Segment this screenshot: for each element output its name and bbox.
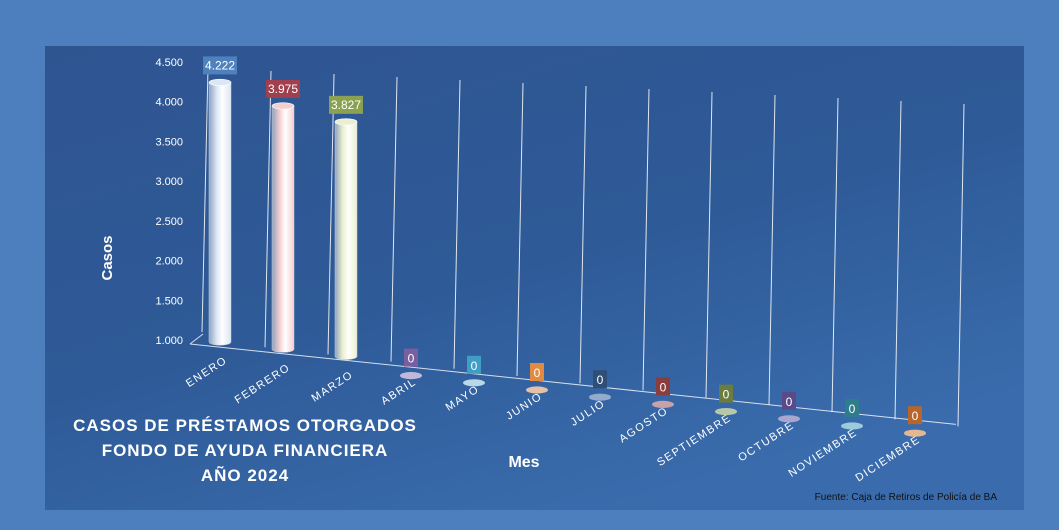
bar [526, 386, 548, 394]
bar [841, 422, 863, 430]
bar-layer [208, 78, 926, 437]
floor-line [189, 343, 957, 425]
data-label-text: 3.975 [268, 82, 298, 96]
y-tick-label: 3.000 [155, 176, 183, 188]
data-label-box [530, 363, 544, 381]
data-label-box [329, 95, 363, 114]
grid-line [390, 76, 398, 362]
data-label: 0 [593, 370, 607, 389]
data-label-box [656, 377, 670, 396]
y-tick-label: 1.500 [155, 295, 183, 307]
x-axis-title: Mes [508, 454, 539, 471]
floor-corner-line [189, 333, 204, 345]
data-label: 3.827 [329, 95, 363, 114]
data-label-text: 0 [597, 373, 604, 387]
bar-top [271, 102, 295, 110]
data-label-box [203, 56, 237, 75]
grid-line [894, 100, 902, 420]
grid-line [453, 79, 461, 369]
data-label-box [266, 79, 300, 98]
bar [904, 429, 926, 437]
data-label: 0 [719, 384, 733, 403]
data-label-box [782, 391, 796, 410]
data-label-text: 0 [471, 359, 478, 373]
data-label: 0 [656, 377, 670, 396]
grid-line [768, 94, 776, 405]
bar [334, 118, 358, 360]
bar-top [334, 118, 358, 126]
data-label-text: 4.222 [205, 58, 235, 72]
data-label: 0 [404, 348, 418, 367]
data-label-box [845, 399, 859, 417]
bar-body [334, 121, 358, 360]
data-label-box [908, 406, 922, 425]
y-tick-label: 3.500 [155, 136, 183, 148]
data-label-text: 0 [786, 395, 793, 409]
grid-line [201, 67, 209, 333]
plot-background [45, 46, 1024, 510]
y-axis-title: Casos [99, 235, 116, 280]
data-label: 0 [467, 355, 481, 374]
source-note: Fuente: Caja de Retiros de Policía de BA [815, 492, 998, 503]
bar [715, 408, 737, 416]
grid-line [579, 85, 587, 384]
grid-line [831, 97, 839, 413]
data-label: 0 [908, 406, 922, 425]
data-label-box [467, 355, 481, 374]
data-label-text: 0 [849, 402, 856, 416]
data-label-text: 0 [723, 388, 730, 402]
y-tick-label: 4.000 [155, 97, 183, 109]
bar-body [271, 105, 295, 353]
y-tick-label: 2.500 [155, 216, 183, 228]
y-tick-label: 2.000 [155, 256, 183, 268]
data-label: 3.975 [266, 79, 300, 98]
bar [589, 393, 611, 401]
data-label-text: 3.827 [331, 98, 361, 112]
data-label: 4.222 [203, 56, 237, 75]
data-label-text: 0 [912, 409, 919, 423]
y-tick-label: 1.000 [155, 335, 183, 347]
bar [400, 372, 422, 380]
y-tick-label: 4.500 [155, 57, 183, 69]
bar [652, 400, 674, 408]
data-label: 0 [845, 399, 859, 417]
bar-top [208, 78, 232, 86]
data-label-box [404, 348, 418, 367]
bar [271, 102, 295, 353]
bar-body [208, 82, 232, 346]
grid-line [327, 73, 335, 355]
grid-line [957, 103, 965, 427]
data-label: 0 [530, 363, 544, 381]
bar [778, 415, 800, 423]
label-layer: 4.222 3.975 3.827 0 0 0 0 0 0 0 0 0 [203, 56, 922, 425]
bar [463, 379, 485, 387]
grid-line [705, 91, 713, 398]
data-label-box [719, 384, 733, 403]
chart-title-line-1: CASOS DE PRÉSTAMOS OTORGADOS [73, 416, 417, 435]
grid-line [642, 88, 650, 391]
grid-layer [189, 67, 965, 427]
chart-title-line-2: FONDO DE AYUDA FINANCIERA [102, 441, 389, 460]
bar [208, 78, 232, 346]
data-label-text: 0 [534, 366, 541, 380]
data-label-text: 0 [408, 352, 415, 366]
data-label: 0 [782, 391, 796, 410]
data-label-box [593, 370, 607, 389]
data-label-text: 0 [660, 380, 667, 394]
grid-line [264, 70, 272, 348]
chart-title-line-3: AÑO 2024 [201, 465, 289, 485]
grid-line [516, 82, 524, 377]
